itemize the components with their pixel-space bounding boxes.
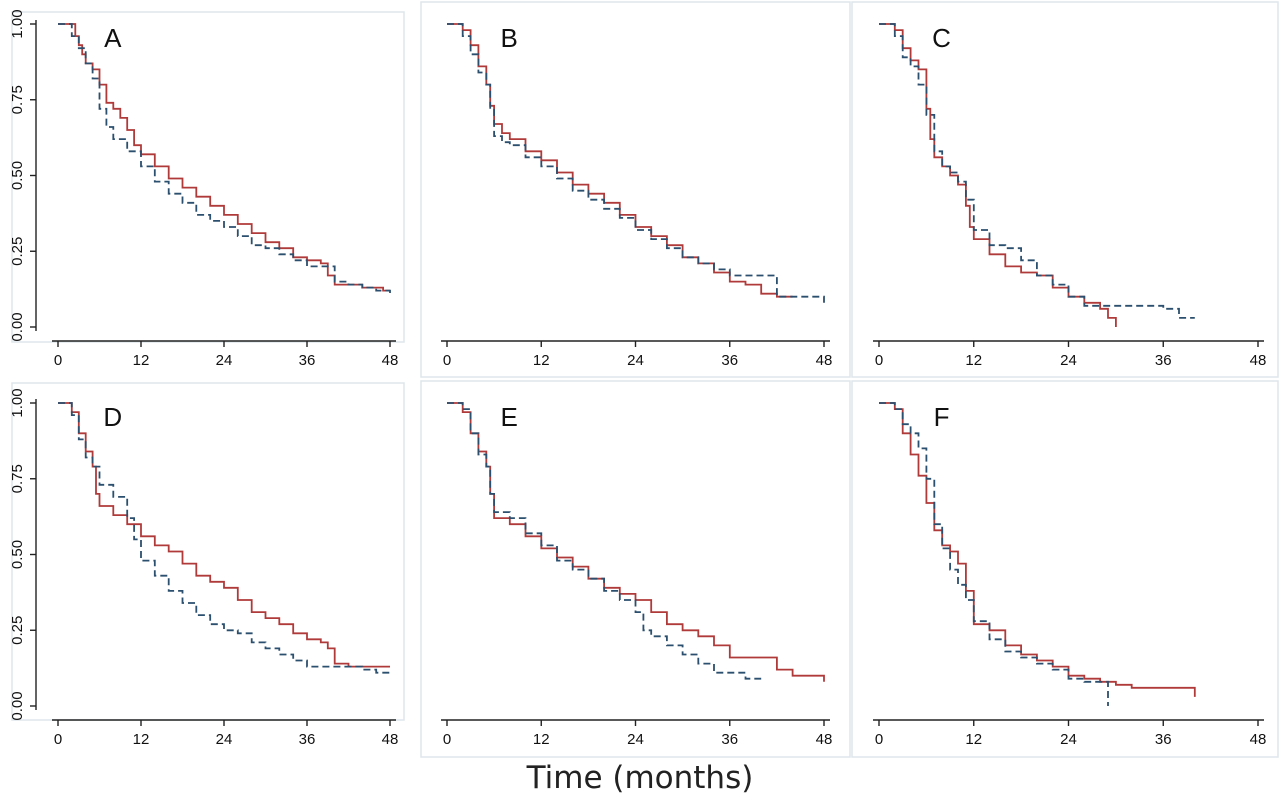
x-tick-label: 24 (627, 731, 644, 748)
x-tick-label: 12 (133, 352, 150, 369)
x-tick-label: 24 (216, 731, 233, 748)
panel-label: D (103, 402, 122, 432)
panel-d: 0 12 24 36 48 0.00 0.25 0.50 0.75 1.00 D (9, 382, 405, 748)
y-tick-label: 0.75 (9, 464, 26, 493)
x-tick-label: 36 (721, 731, 738, 748)
panel-f: 0 12 24 36 48 F (851, 380, 1279, 758)
x-tick-label: 36 (721, 352, 738, 369)
x-tick-label: 48 (816, 731, 833, 748)
x-tick-label: 24 (627, 352, 644, 369)
y-tick-label: 1.00 (9, 9, 26, 38)
y-tick-label: 0.50 (9, 161, 26, 190)
y-tick-label: 0.50 (9, 540, 26, 569)
dashed-survival-curve (58, 402, 391, 676)
x-tick-label: 24 (216, 352, 233, 369)
x-tick-label: 0 (443, 352, 451, 369)
x-tick-label: 12 (133, 731, 150, 748)
x-tick-label: 0 (54, 731, 62, 748)
dashed-survival-curve (447, 402, 762, 680)
x-tick-label: 36 (299, 731, 316, 748)
panel-label: F (934, 402, 950, 432)
x-tick-label: 0 (443, 731, 451, 748)
x-tick-label: 0 (875, 352, 883, 369)
dashed-survival-curve (447, 23, 825, 303)
panel-label: C (932, 23, 951, 53)
panel-frame (420, 1, 851, 378)
x-tick-label: 24 (1060, 352, 1077, 369)
x-tick-label: 12 (965, 352, 982, 369)
x-tick-label: 48 (1250, 352, 1267, 369)
panel-frame (851, 380, 1279, 758)
y-tick-label: 0.75 (9, 85, 26, 114)
panel-label: A (104, 23, 122, 53)
x-axis-title: Time (months) (526, 760, 754, 796)
x-tick-label: 48 (382, 352, 399, 369)
dashed-survival-curve (58, 23, 391, 294)
panel-a: 0 12 24 36 48 0.00 0.25 0.50 0.75 1.00 A (9, 9, 405, 369)
x-tick-label: 12 (533, 731, 550, 748)
solid-survival-curve (447, 23, 793, 298)
y-tick-label: 1.00 (9, 388, 26, 417)
panel-b: 0 12 24 36 48 B (420, 1, 851, 378)
panel-e: 0 12 24 36 48 E (420, 380, 851, 758)
panel-frame (420, 380, 851, 758)
y-tick-label: 0.25 (9, 237, 26, 266)
x-tick-label: 48 (816, 352, 833, 369)
x-tick-label: 48 (1250, 731, 1267, 748)
panel-frame (851, 1, 1279, 378)
x-tick-label: 12 (965, 731, 982, 748)
y-tick-label: 0.00 (9, 691, 26, 720)
x-tick-label: 24 (1060, 731, 1077, 748)
x-tick-label: 36 (1155, 352, 1172, 369)
x-tick-label: 12 (533, 352, 550, 369)
panel-label: B (501, 23, 518, 53)
x-tick-label: 0 (875, 731, 883, 748)
solid-survival-curve (879, 23, 1117, 327)
solid-survival-curve (879, 402, 1196, 697)
panels-layer: 0 12 24 36 48 0.00 0.25 0.50 0.75 1.00 A 0 12 24 36 48 B… (9, 1, 1279, 758)
x-tick-label: 48 (382, 731, 399, 748)
y-tick-label: 0.25 (9, 616, 26, 645)
panel-frame (11, 382, 405, 721)
y-tick-label: 0.00 (9, 312, 26, 341)
solid-survival-curve (447, 402, 825, 682)
panel-frame (11, 11, 405, 343)
x-tick-label: 36 (299, 352, 316, 369)
dashed-survival-curve (879, 23, 1195, 319)
dashed-survival-curve (879, 402, 1109, 706)
x-tick-label: 0 (54, 352, 62, 369)
panel-label: E (501, 402, 518, 432)
solid-survival-curve (58, 23, 390, 292)
panel-c: 0 12 24 36 48 C (851, 1, 1279, 378)
x-tick-label: 36 (1155, 731, 1172, 748)
